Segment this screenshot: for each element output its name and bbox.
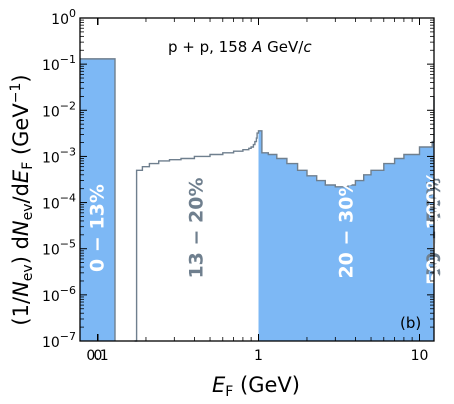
- zero-bin-line: [80, 58, 116, 341]
- ticks-layer: 10−710−610−510−410−310−210−110000.111010…: [42, 7, 434, 364]
- panel-label: (b): [400, 314, 421, 332]
- beam-annotation: p + p, 158 A GeV/c: [168, 38, 312, 56]
- band-label-1: 13 − 20%: [186, 177, 208, 278]
- y-tick-label: 100: [51, 7, 76, 28]
- band-fill-0: [80, 58, 115, 341]
- y-tick-label: 10−4: [42, 192, 76, 213]
- y-tick-label: 10−6: [42, 284, 76, 305]
- y-tick-label: 10−2: [42, 99, 76, 120]
- y-tick-label: 10−7: [42, 330, 76, 351]
- x-tick-label: 10: [411, 348, 429, 364]
- y-tick-label: 10−3: [42, 145, 76, 166]
- x-axis-title: EF (GeV): [212, 373, 300, 400]
- band-label-0: 0 − 13%: [87, 184, 109, 272]
- y-tick-label: 10−5: [42, 238, 76, 259]
- band-label-2: 20 − 30%: [335, 177, 357, 278]
- bands-layer: [80, 58, 434, 342]
- y-axis-title: (1/Nev) dNev/dEF (GeV−1): [8, 74, 36, 325]
- x-tick-label: 0: [94, 348, 103, 364]
- band-fill-2: [258, 96, 434, 342]
- y-tick-label: 10−1: [42, 53, 76, 74]
- x-tick-label: 0.1: [86, 348, 108, 364]
- plot-frame: [79, 17, 435, 342]
- x-tick-label: 1: [254, 348, 263, 364]
